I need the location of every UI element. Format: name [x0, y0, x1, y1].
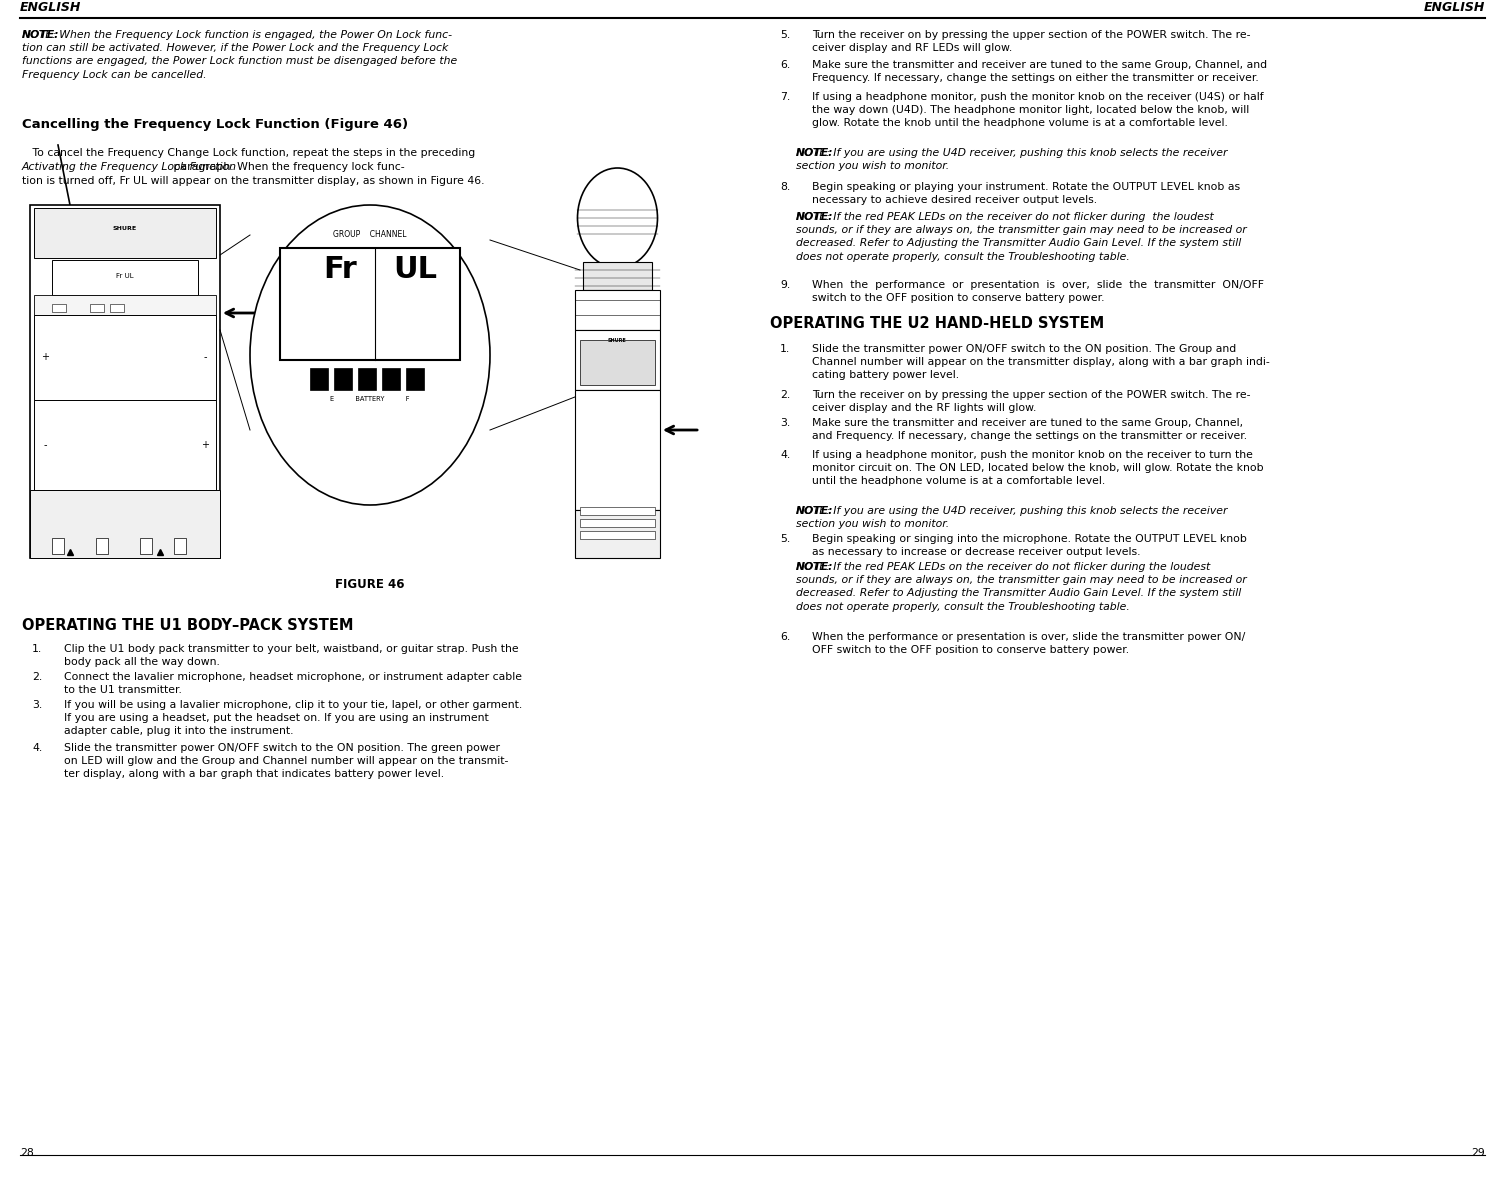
- Bar: [575, 390, 661, 510]
- Bar: [579, 340, 655, 385]
- Bar: [35, 401, 217, 490]
- Text: 29: 29: [1472, 1149, 1485, 1158]
- Text: OPERATING THE U1 BODY–PACK SYSTEM: OPERATING THE U1 BODY–PACK SYSTEM: [23, 618, 354, 633]
- Text: 2.: 2.: [780, 390, 790, 401]
- Bar: [579, 531, 655, 540]
- Bar: [35, 209, 217, 258]
- Bar: [334, 368, 352, 390]
- Bar: [175, 538, 187, 554]
- Bar: [310, 368, 328, 390]
- Text: -: -: [203, 352, 206, 363]
- Text: NOTE:: NOTE:: [796, 562, 834, 573]
- Text: 5.: 5.: [780, 534, 790, 544]
- Text: E          BATTERY          F: E BATTERY F: [330, 396, 409, 402]
- Text: NOTE:: NOTE:: [796, 507, 834, 516]
- Text: 3.: 3.: [32, 700, 42, 710]
- Text: Slide the transmitter power ON/OFF switch to the ON position. The Group and
Chan: Slide the transmitter power ON/OFF switc…: [813, 344, 1270, 380]
- Text: Clip the U1 body pack transmitter to your belt, waistband, or guitar strap. Push: Clip the U1 body pack transmitter to you…: [65, 644, 519, 667]
- Text: NOTE: If you are using the U4D receiver, pushing this knob selects the receiver
: NOTE: If you are using the U4D receiver,…: [796, 507, 1228, 529]
- Text: To cancel the Frequency Change Lock function, repeat the steps in the preceding: To cancel the Frequency Change Lock func…: [23, 148, 476, 158]
- Text: FIGURE 46: FIGURE 46: [336, 578, 405, 591]
- Ellipse shape: [578, 168, 658, 269]
- Text: 3.: 3.: [780, 418, 790, 428]
- Text: 2.: 2.: [32, 671, 42, 682]
- Text: Begin speaking or playing your instrument. Rotate the OUTPUT LEVEL knob as
neces: Begin speaking or playing your instrumen…: [813, 181, 1240, 205]
- Text: OPERATING THE U2 HAND-HELD SYSTEM: OPERATING THE U2 HAND-HELD SYSTEM: [771, 316, 1105, 331]
- Text: paragraph. When the frequency lock func-: paragraph. When the frequency lock func-: [170, 163, 405, 172]
- Text: +: +: [41, 352, 50, 363]
- Text: GROUP    CHANNEL: GROUP CHANNEL: [333, 230, 406, 239]
- Text: Make sure the transmitter and receiver are tuned to the same Group, Channel, and: Make sure the transmitter and receiver a…: [813, 60, 1267, 84]
- Ellipse shape: [250, 205, 491, 505]
- Bar: [96, 538, 108, 554]
- Bar: [575, 290, 661, 330]
- Text: tion is turned off, Fr UL will appear on the transmitter display, as shown in Fi: tion is turned off, Fr UL will appear on…: [23, 176, 485, 186]
- Text: 8.: 8.: [780, 181, 790, 192]
- Text: +: +: [202, 441, 209, 450]
- Text: 1.: 1.: [32, 644, 42, 654]
- Text: Fr: Fr: [324, 254, 357, 284]
- Text: NOTE:: NOTE:: [796, 148, 834, 158]
- Text: NOTE:: NOTE:: [23, 29, 60, 40]
- Text: Activating the Frequency Lock Function: Activating the Frequency Lock Function: [23, 163, 236, 172]
- Text: NOTE: When the Frequency Lock function is engaged, the Power On Lock func-
tion : NOTE: When the Frequency Lock function i…: [23, 29, 458, 80]
- Bar: [35, 315, 217, 401]
- Bar: [35, 294, 217, 315]
- Text: Slide the transmitter power ON/OFF switch to the ON position. The green power
on: Slide the transmitter power ON/OFF switc…: [65, 743, 509, 780]
- Text: Turn the receiver on by pressing the upper section of the POWER switch. The re-
: Turn the receiver on by pressing the upp…: [813, 29, 1251, 53]
- Bar: [358, 368, 376, 390]
- Bar: [280, 249, 461, 360]
- Text: NOTE: If the red PEAK LEDs on the receiver do not flicker during  the loudest
so: NOTE: If the red PEAK LEDs on the receiv…: [796, 212, 1246, 262]
- Text: 4.: 4.: [780, 450, 790, 459]
- Text: 6.: 6.: [780, 60, 790, 70]
- Text: If using a headphone monitor, push the monitor knob on the receiver to turn the
: If using a headphone monitor, push the m…: [813, 450, 1264, 487]
- Bar: [53, 304, 66, 312]
- Text: 9.: 9.: [780, 280, 790, 290]
- Text: -: -: [44, 441, 47, 450]
- Bar: [582, 262, 652, 290]
- Text: 6.: 6.: [780, 633, 790, 642]
- Bar: [575, 330, 661, 390]
- Text: Fr UL: Fr UL: [116, 273, 134, 279]
- Text: If using a headphone monitor, push the monitor knob on the receiver (U4S) or hal: If using a headphone monitor, push the m…: [813, 92, 1264, 128]
- Text: NOTE:: NOTE:: [796, 212, 834, 221]
- Text: When  the  performance  or  presentation  is  over,  slide  the  transmitter  ON: When the performance or presentation is …: [813, 280, 1264, 303]
- Bar: [382, 368, 400, 390]
- Text: 28: 28: [20, 1149, 33, 1158]
- Text: 4.: 4.: [32, 743, 42, 753]
- Text: Cancelling the Frequency Lock Function (Figure 46): Cancelling the Frequency Lock Function (…: [23, 118, 408, 131]
- Bar: [30, 490, 220, 558]
- Text: Begin speaking or singing into the microphone. Rotate the OUTPUT LEVEL knob
as n: Begin speaking or singing into the micro…: [813, 534, 1246, 557]
- Bar: [579, 507, 655, 515]
- Bar: [53, 538, 65, 554]
- Text: SHURE: SHURE: [113, 225, 137, 231]
- Text: NOTE: If you are using the U4D receiver, pushing this knob selects the receiver
: NOTE: If you are using the U4D receiver,…: [796, 148, 1228, 171]
- Text: ENGLISH: ENGLISH: [20, 1, 81, 14]
- Text: NOTE: If the red PEAK LEDs on the receiver do not flicker during the loudest
sou: NOTE: If the red PEAK LEDs on the receiv…: [796, 562, 1246, 611]
- Text: 7.: 7.: [780, 92, 790, 102]
- Text: If you will be using a lavalier microphone, clip it to your tie, lapel, or other: If you will be using a lavalier micropho…: [65, 700, 522, 736]
- Bar: [406, 368, 424, 390]
- Text: ENGLISH: ENGLISH: [1424, 1, 1485, 14]
- Text: Make sure the transmitter and receiver are tuned to the same Group, Channel,
and: Make sure the transmitter and receiver a…: [813, 418, 1248, 442]
- Text: When the performance or presentation is over, slide the transmitter power ON/
OF: When the performance or presentation is …: [813, 633, 1245, 655]
- Bar: [140, 538, 152, 554]
- Bar: [30, 205, 220, 558]
- Text: Turn the receiver on by pressing the upper section of the POWER switch. The re-
: Turn the receiver on by pressing the upp…: [813, 390, 1251, 413]
- Bar: [579, 519, 655, 527]
- Text: UL: UL: [393, 254, 436, 284]
- Text: Connect the lavalier microphone, headset microphone, or instrument adapter cable: Connect the lavalier microphone, headset…: [65, 671, 522, 695]
- Text: 1.: 1.: [780, 344, 790, 355]
- Text: SHURE: SHURE: [608, 338, 628, 343]
- Bar: [575, 510, 661, 558]
- Text: 5.: 5.: [780, 29, 790, 40]
- Bar: [110, 304, 123, 312]
- Bar: [53, 260, 199, 294]
- Bar: [90, 304, 104, 312]
